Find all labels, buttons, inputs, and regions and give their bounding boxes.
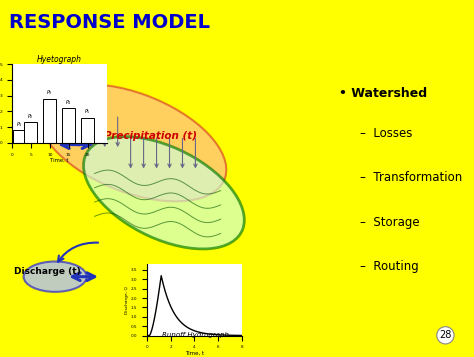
Text: Precipitation (t): Precipitation (t) xyxy=(104,131,197,141)
Text: –  Routing: – Routing xyxy=(360,260,419,273)
Ellipse shape xyxy=(38,84,226,201)
Text: $P_2$: $P_2$ xyxy=(27,112,34,121)
Text: $P_1$: $P_1$ xyxy=(16,120,23,129)
Ellipse shape xyxy=(83,137,244,249)
Text: $P_3$: $P_3$ xyxy=(46,88,53,97)
Text: Discharge (t): Discharge (t) xyxy=(14,267,81,276)
Text: $P_5$: $P_5$ xyxy=(84,107,91,116)
Y-axis label: Discharge, Q: Discharge, Q xyxy=(125,286,129,314)
Text: –  Losses: – Losses xyxy=(360,127,412,140)
Text: –  Transformation: – Transformation xyxy=(360,171,462,184)
Title: Hyetograph: Hyetograph xyxy=(37,55,82,64)
Text: –  Storage: – Storage xyxy=(360,216,419,229)
Bar xyxy=(24,122,37,143)
Ellipse shape xyxy=(24,261,87,292)
X-axis label: Time, t: Time, t xyxy=(50,158,69,163)
Text: RESPONSE MODEL: RESPONSE MODEL xyxy=(9,13,210,32)
Text: • Watershed: • Watershed xyxy=(339,87,427,100)
Bar xyxy=(13,130,26,143)
X-axis label: Time, t: Time, t xyxy=(185,351,204,356)
Bar xyxy=(43,99,56,143)
Bar xyxy=(62,108,75,143)
Text: 28: 28 xyxy=(439,330,452,340)
Bar xyxy=(81,118,94,143)
Text: $P_4$: $P_4$ xyxy=(65,98,72,107)
Text: Runoff Hydrograph: Runoff Hydrograph xyxy=(162,332,229,338)
